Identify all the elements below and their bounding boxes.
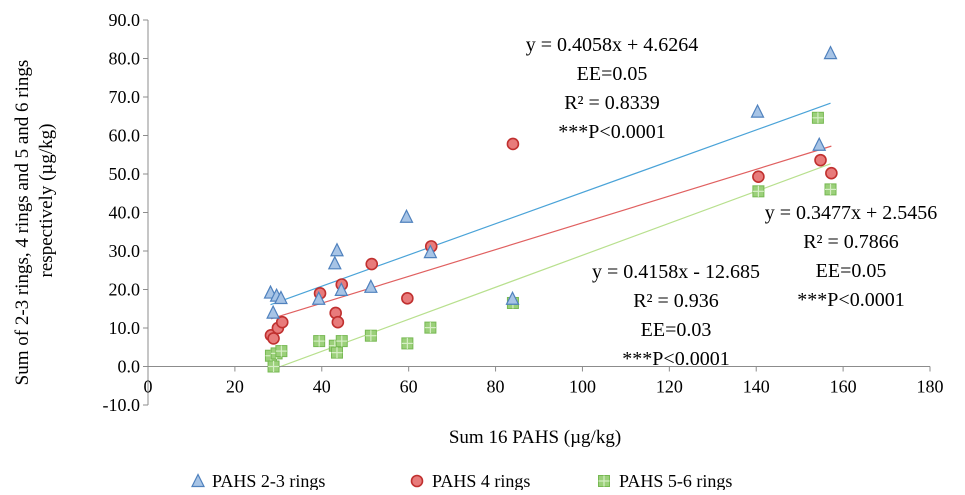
legend-marker-series-3 (598, 475, 610, 487)
data-point-series-1-6 (327, 255, 342, 270)
data-point-series-1-12 (505, 290, 520, 305)
x-tick-label: 160 (830, 377, 857, 397)
trendline-series-2 (270, 145, 832, 320)
annotations: y = 0.4058x + 4.6264 EE=0.05 R² = 0.8339 **… (526, 34, 938, 370)
legend-marker-series-2 (410, 474, 424, 488)
data-point-series-2-12 (506, 137, 520, 151)
data-point-series-2-15 (825, 166, 838, 180)
axes: -10.0 0.0 10.0 20.0 30.0 40.0 50.0 60.0 70.0 80.0… (103, 10, 944, 415)
legend-marker-series-1 (191, 473, 205, 488)
y-tick-label: 80.0 (109, 49, 141, 69)
legend-item-series-3: PAHS 5-6 rings (598, 471, 732, 491)
data-point-series-3-14 (811, 111, 824, 124)
y-tick-label: 70.0 (109, 87, 141, 107)
legend-label-series-1: PAHS 2-3 rings (212, 471, 325, 490)
data-point-series-1-9 (363, 278, 378, 293)
data-point-series-3-4 (275, 345, 288, 358)
y-axis-title: Sum of 2-3 rings, 4 rings and 5 and 6 ri… (12, 60, 57, 386)
data-point-series-1-15 (823, 45, 838, 60)
data-point-series-3-7 (330, 346, 343, 359)
y-axis-title-line-2: respectively (µg/kg) (36, 124, 57, 278)
x-axis-title: Sum 16 PAHS (µg/kg) (449, 427, 621, 448)
equation-series-2-line-3: EE=0.05 (816, 260, 887, 282)
data-point-series-2-9 (365, 257, 379, 271)
data-point-series-1-5 (311, 290, 326, 305)
equation-series-1-line-1: y = 0.4058x + 4.6264 (526, 34, 699, 56)
y-tick-label: 40.0 (109, 203, 141, 223)
data-point-series-1-13 (750, 103, 765, 118)
data-point-series-3-2 (267, 360, 280, 373)
x-tick-label: 40 (313, 377, 331, 397)
y-tick-label: 60.0 (109, 126, 141, 146)
data-point-series-2-14 (814, 153, 827, 167)
legend: PAHS 2-3 rings PAHS 4 rings PAHS 5-6 rings (191, 471, 732, 491)
equation-series-3-line-1: y = 0.4158x - 12.685 (592, 261, 760, 283)
data-point-series-3-11 (424, 321, 437, 334)
equation-series-1-line-2: EE=0.05 (577, 63, 648, 85)
trendlines (270, 102, 832, 371)
y-tick-label: 30.0 (109, 241, 141, 261)
y-tick-label: 10.0 (109, 318, 141, 338)
x-tick-label: 140 (743, 377, 770, 397)
y-axis-title-line-1: Sum of 2-3 rings, 4 rings and 5 and 6 ri… (12, 60, 33, 386)
x-tick-label: 0 (144, 377, 153, 397)
data-point-series-3-15 (824, 183, 837, 196)
equation-series-2-line-1: y = 0.3477x + 2.5456 (765, 202, 938, 224)
data-point-series-2-10 (401, 292, 414, 305)
legend-item-series-1: PAHS 2-3 rings (191, 471, 325, 491)
legend-item-series-2: PAHS 4 rings (410, 471, 530, 491)
data-point-series-2-4 (275, 315, 289, 329)
equation-series-3-line-4: ***P<0.0001 (622, 348, 729, 370)
x-tick-label: 20 (226, 377, 244, 397)
data-point-series-2-7 (331, 315, 345, 329)
y-tick-label: -10.0 (103, 395, 141, 415)
trendline-series-3 (270, 163, 831, 371)
equation-series-3-line-2: R² = 0.936 (633, 290, 719, 312)
equation-series-2-line-4: ***P<0.0001 (797, 289, 904, 311)
data-point-series-3-10 (401, 337, 414, 350)
y-tick-label: 20.0 (109, 280, 141, 300)
data-point-series-1-8 (334, 282, 349, 296)
x-tick-label: 180 (917, 377, 944, 397)
data-point-series-1-4 (273, 290, 288, 305)
axis-titles: Sum 16 PAHS (µg/kg) Sum of 2-3 rings, 4 … (12, 60, 621, 448)
data-point-series-3-9 (364, 329, 377, 342)
data-point-series-3-13 (752, 185, 765, 198)
equation-series-3-line-3: EE=0.03 (641, 319, 712, 341)
data-point-series-1-2 (266, 304, 281, 319)
data-point-series-2-13 (752, 170, 765, 183)
x-tick-label: 120 (656, 377, 683, 397)
data-points (263, 45, 838, 373)
x-tick-label: 80 (487, 377, 505, 397)
y-tick-label: 0.0 (118, 357, 141, 377)
data-point-series-1-7 (330, 242, 344, 257)
equation-series-1-line-4: ***P<0.0001 (558, 121, 665, 143)
x-tick-label: 60 (400, 377, 418, 397)
data-point-series-1-11 (423, 244, 438, 259)
legend-label-series-3: PAHS 5-6 rings (619, 471, 732, 490)
x-tick-label: 100 (569, 377, 596, 397)
data-point-series-3-8 (335, 335, 348, 348)
trendline-series-1 (270, 102, 831, 306)
data-point-series-3-5 (313, 335, 326, 348)
data-point-series-1-14 (812, 136, 827, 151)
legend-label-series-2: PAHS 4 rings (432, 471, 530, 490)
equation-series-1-line-3: R² = 0.8339 (564, 92, 660, 114)
equation-series-2-line-2: R² = 0.7866 (803, 231, 899, 253)
data-point-series-2-2 (267, 332, 280, 345)
data-point-series-1-10 (399, 208, 414, 223)
y-tick-label: 90.0 (109, 10, 141, 30)
y-tick-label: 50.0 (109, 164, 141, 184)
